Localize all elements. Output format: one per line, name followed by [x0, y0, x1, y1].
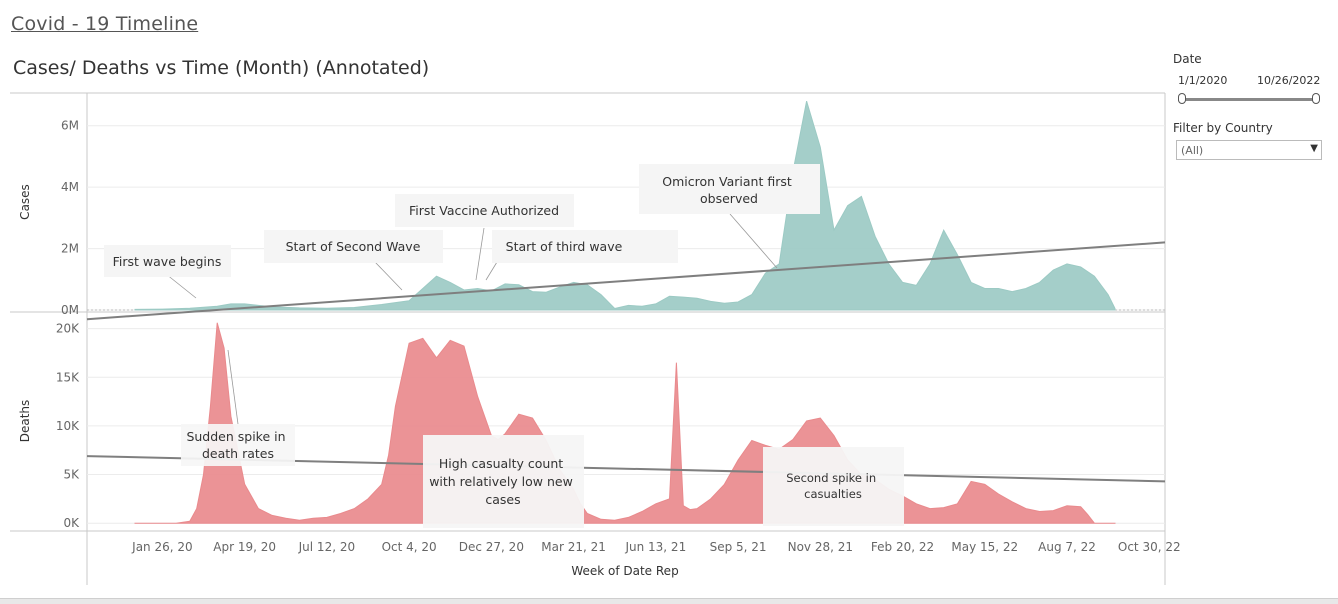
axis-ticks: 0M 2M 4M 6M 0K 5K 10K 15K 20K Jan 26, 20 Apr 19, 2… — [56, 119, 1181, 554]
cases-y-tick-label: 4M — [61, 180, 79, 194]
country-filter-dropdown[interactable]: (All) ▼ — [1176, 140, 1322, 160]
deaths-area[interactable] — [134, 322, 1116, 524]
annotation-box — [104, 245, 231, 277]
annotation-text: Sudden spike in death rates — [186, 429, 289, 461]
annotation-box — [181, 424, 295, 466]
annotation-text: First Vaccine Authorized — [409, 203, 559, 218]
annotation-box — [492, 230, 678, 263]
annotation-text: Omicron Variant first observed — [662, 174, 796, 206]
x-tick-label: Oct 30, 22 — [1118, 540, 1181, 554]
cases-trend-line[interactable] — [86, 241, 1166, 321]
dropdown-arrow-icon[interactable]: ▼ — [1310, 143, 1318, 154]
date-slider-start-handle[interactable] — [1178, 93, 1186, 104]
x-tick-label: Oct 4, 20 — [382, 540, 437, 554]
x-tick-label: Nov 28, 21 — [788, 540, 853, 554]
x-tick-label: Jan 26, 20 — [131, 540, 192, 554]
sheet-tabs-bar[interactable] — [0, 598, 1338, 604]
x-tick-label: Jul 12, 20 — [298, 540, 355, 554]
annotation-text: Second spike in casualties — [786, 471, 880, 501]
deaths-y-tick-label: 0K — [63, 516, 80, 530]
annotation-third-wave: Start of third wave — [485, 230, 678, 281]
date-start-value[interactable]: 1/1/2020 — [1178, 74, 1228, 87]
annotation-high-casualty: High casualty count with relatively low … — [423, 435, 584, 528]
date-slider-end-handle[interactable] — [1312, 93, 1320, 104]
cases-y-tick-label: 6M — [61, 119, 79, 133]
cases-y-tick-label: 2M — [61, 242, 79, 256]
annotation-box — [264, 230, 443, 263]
annotation-leader — [165, 273, 197, 299]
annotation-text: Start of Second Wave — [286, 239, 421, 254]
x-tick-label: Dec 27, 20 — [459, 540, 524, 554]
cases-axis-label: Cases — [18, 184, 32, 220]
x-tick-label: Jun 13, 21 — [624, 540, 686, 554]
deaths-y-tick-label: 15K — [56, 370, 80, 384]
annotation-leader — [374, 261, 403, 291]
annotation-second-wave: Start of Second Wave — [264, 230, 443, 291]
annotation-second-spike: Second spike in casualties — [763, 447, 904, 526]
x-tick-label: Mar 21, 21 — [541, 540, 606, 554]
x-axis-label: Week of Date Rep — [571, 564, 678, 578]
area-series — [134, 100, 1116, 524]
annotation-box — [395, 194, 574, 227]
deaths-y-tick-label: 20K — [56, 322, 80, 336]
annotation-first-vaccine: First Vaccine Authorized — [395, 194, 574, 281]
annotation-text: Start of third wave — [506, 239, 623, 254]
date-range-slider[interactable] — [1178, 98, 1314, 101]
deaths-axis-label: Deaths — [18, 400, 32, 443]
x-tick-label: Aug 7, 22 — [1038, 540, 1096, 554]
dashboard-title[interactable]: Covid - 19 Timeline — [11, 13, 199, 35]
annotation-leader — [475, 227, 485, 281]
annotation-first-wave: First wave begins — [104, 245, 231, 299]
x-tick-label: Sep 5, 21 — [710, 540, 767, 554]
annotation-leader — [485, 261, 498, 281]
annotation-box — [763, 447, 904, 526]
date-end-value[interactable]: 10/26/2022 — [1257, 74, 1321, 87]
annotation-box — [423, 435, 584, 528]
annotation-box — [639, 164, 820, 214]
country-filter-value: (All) — [1181, 144, 1204, 157]
annotation-text: High casualty count with relatively low … — [429, 456, 577, 507]
deaths-y-tick-label: 10K — [56, 419, 80, 433]
annotation-leader — [729, 213, 778, 269]
date-filter-label: Date — [1173, 52, 1202, 66]
country-filter-label: Filter by Country — [1173, 121, 1273, 135]
annotation-omicron: Omicron Variant first observed — [639, 164, 820, 269]
x-tick-label: Apr 19, 20 — [213, 540, 276, 554]
x-tick-label: Feb 20, 22 — [871, 540, 934, 554]
cases-y-tick-label: 0M — [61, 303, 79, 317]
annotation-text: First wave begins — [113, 254, 222, 269]
x-tick-label: May 15, 22 — [951, 540, 1018, 554]
annotation-leader — [227, 349, 239, 425]
deaths-y-tick-label: 5K — [63, 468, 80, 482]
chart-title: Cases/ Deaths vs Time (Month) (Annotated… — [13, 57, 430, 79]
chart-frame — [10, 92, 1166, 585]
annotation-sudden-spike: Sudden spike in death rates — [181, 349, 295, 466]
cases-area[interactable] — [134, 100, 1116, 311]
